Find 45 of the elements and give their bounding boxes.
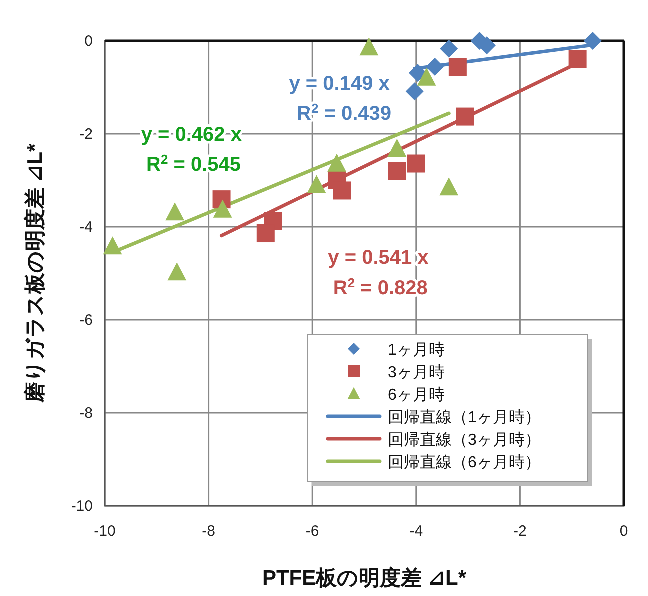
point [256, 224, 275, 243]
y-tick-label: -8 [80, 405, 93, 422]
point [406, 82, 424, 101]
point [568, 50, 587, 68]
legend-label: 回帰直線（6ヶ月時） [388, 454, 541, 472]
point [388, 162, 406, 180]
point [103, 236, 122, 255]
point [407, 154, 426, 173]
point [456, 108, 474, 126]
y-tick-label: 0 [84, 33, 93, 50]
y-tick-label: -2 [80, 126, 93, 143]
y-axis-title: 磨りガラス板の明度差 ⊿L* [23, 142, 47, 404]
point [408, 64, 427, 82]
point [584, 32, 602, 50]
point [426, 58, 444, 76]
point [440, 178, 459, 196]
y-tick-label: -4 [80, 219, 93, 236]
annotation: y = 0.541 x [328, 247, 429, 270]
legend-label: 3ヶ月時 [388, 364, 445, 382]
point [360, 38, 379, 56]
point [440, 40, 458, 58]
annotation: R$^{2}$ = 0.545 [146, 152, 242, 176]
point [448, 58, 467, 76]
legend-label: 6ヶ月時 [388, 386, 445, 404]
x-tick-label: -10 [94, 523, 116, 540]
legend-label: 回帰直線（1ヶ月時） [388, 408, 541, 426]
point [328, 154, 346, 172]
y-tick-label: -10 [71, 498, 93, 515]
y-tick-label: -6 [80, 312, 93, 329]
point [388, 138, 407, 157]
point [307, 175, 326, 194]
point [417, 68, 436, 86]
annotation: y = 0.462 x [141, 124, 242, 146]
x-tick-label: -8 [202, 523, 216, 540]
legend-label: 1ヶ月時 [388, 341, 445, 359]
x-axis-title: PTFE板の明度差 ⊿L* [262, 566, 468, 590]
legend-label: 回帰直線（3ヶ月時） [388, 431, 541, 449]
x-tick-label: 0 [620, 523, 628, 540]
x-tick-label: -2 [514, 523, 527, 540]
point [166, 202, 185, 221]
point [333, 182, 352, 200]
x-tick-label: -6 [306, 523, 320, 540]
x-tick-label: -4 [410, 523, 424, 540]
point [213, 200, 232, 218]
point [168, 262, 187, 281]
